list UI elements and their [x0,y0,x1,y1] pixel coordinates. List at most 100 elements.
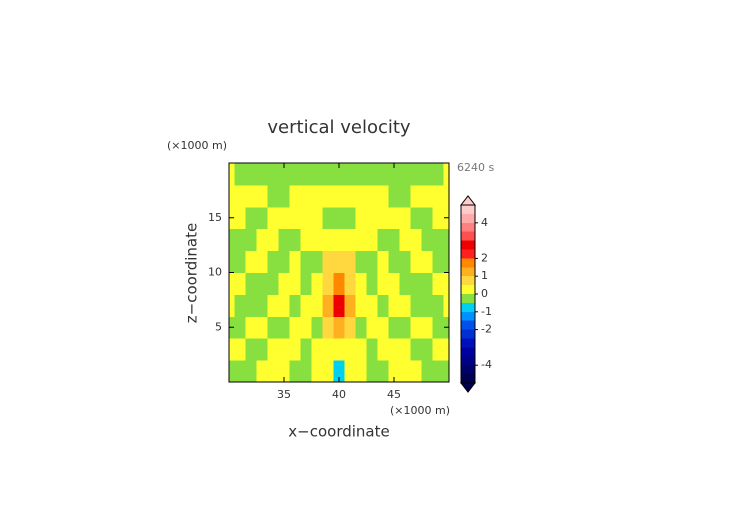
cell [300,184,312,208]
cell [344,338,356,361]
cell [289,250,301,273]
cell [344,272,356,295]
cell [377,163,389,186]
cell [300,316,312,339]
y-axis-label: z−coordinate [183,223,201,323]
cell [322,272,334,295]
cell [256,184,268,208]
cell [355,184,367,208]
cell [388,360,400,382]
cell [399,360,411,382]
cell [234,228,246,252]
cell [421,360,433,382]
cell [311,272,323,295]
cell [229,250,235,273]
cell [421,272,433,295]
cell [421,250,433,273]
colorbar-band [461,240,475,250]
cell [377,360,389,382]
cell [366,272,378,295]
time-label: 6240 s [457,161,494,174]
cell [289,294,301,317]
colorbar-tick-label: 1 [481,269,488,282]
cell [234,360,246,382]
cell [432,206,444,230]
cell [229,294,235,317]
cell [355,163,367,186]
cell [245,360,257,382]
cell [267,338,279,361]
cell [311,228,323,252]
cell [311,338,323,361]
cell [245,316,257,339]
y-tick-label: 5 [215,320,222,333]
cell [267,294,279,317]
cell [267,184,279,208]
cell [432,228,444,252]
cell [278,206,290,230]
cell [333,206,345,230]
cell [245,206,257,230]
cell [344,206,356,230]
cell [234,250,246,273]
cell [311,294,323,317]
cell [311,163,323,186]
contour-field [229,163,449,382]
cell [245,272,257,295]
colorbar-band [461,374,475,383]
cell [399,272,411,295]
cell [245,250,257,273]
colorbar-tick-label: -2 [481,323,492,336]
colorbar-band [461,311,475,321]
cell [399,338,411,361]
cell [410,338,422,361]
cell [333,360,345,382]
cell [399,163,411,186]
cell [421,338,433,361]
colorbar-bottom-arrow [459,382,477,393]
cell [410,272,422,295]
cell [355,250,367,273]
cell [344,294,356,317]
cell [311,250,323,273]
cell [333,338,345,361]
cell [245,163,257,186]
colorbar-top-arrow [459,195,477,206]
cell [311,316,323,339]
y-tick-label: 10 [208,266,222,279]
x-tick-label: 35 [277,388,291,401]
cell [289,163,301,186]
cell [355,228,367,252]
cell [300,163,312,186]
cell [245,228,257,252]
colorbar-band [461,205,475,214]
cell [289,338,301,361]
cell [234,184,246,208]
cell [289,316,301,339]
cell [366,360,378,382]
cell [322,250,334,273]
cell [443,360,449,382]
cell [377,206,389,230]
cell [443,294,449,317]
cell [388,206,400,230]
colorbar-band [461,258,475,268]
cell [300,250,312,273]
cell [300,360,312,382]
cell [267,250,279,273]
cell [234,316,246,339]
cell [432,163,444,186]
colorbar-tick-label: -4 [481,358,492,371]
cell [410,184,422,208]
cell [410,163,422,186]
cell [355,360,367,382]
cell [289,206,301,230]
cell [443,338,449,361]
cell [289,360,301,382]
cell [377,338,389,361]
cell [289,272,301,295]
cell [267,228,279,252]
colorbar-band [461,320,475,330]
cell [344,316,356,339]
cell [256,250,268,273]
